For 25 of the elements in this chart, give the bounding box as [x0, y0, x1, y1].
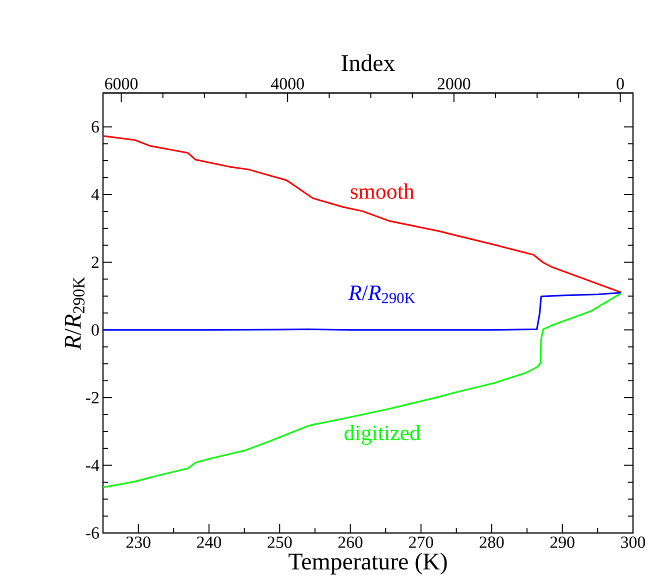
x2-axis-title: Index	[342, 54, 395, 72]
x-tick-label: 250	[268, 536, 292, 548]
series-label: digitized	[344, 424, 420, 445]
x-tick-label: 300	[621, 536, 646, 548]
x2-tick-label: 2000	[438, 78, 470, 90]
x-tick-label: 280	[480, 536, 504, 548]
x-tick-label: 260	[338, 536, 362, 548]
y-tick-label: -4	[86, 460, 100, 471]
y-tick-label: 4	[91, 188, 100, 200]
x-tick-label: 270	[409, 536, 434, 548]
x2-tick-label: 0	[616, 78, 624, 90]
x-axis-title: Temperature (K)	[288, 552, 447, 574]
y-axis-title: R/R$_{290K}$	[64, 276, 85, 350]
y-tick-label: 0	[92, 324, 99, 336]
x-tick-label: 230	[126, 536, 150, 548]
series-label: smooth	[350, 183, 414, 199]
y-tick-label: 2	[92, 256, 99, 268]
x2-tick-label: 4000	[271, 78, 304, 90]
x-tick-label: 290	[550, 536, 574, 548]
y-tick-label: -2	[86, 392, 99, 404]
x-tick-label: 240	[197, 536, 222, 548]
series-label: R/R$_{290K}$	[348, 286, 416, 304]
y-tick-label: 6	[92, 121, 99, 133]
y-tick-label: -6	[86, 527, 99, 539]
x2-tick-label: 6000	[105, 78, 138, 90]
